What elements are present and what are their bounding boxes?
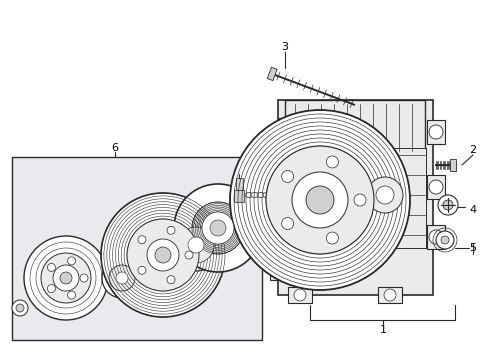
Circle shape <box>102 258 142 298</box>
Circle shape <box>367 177 403 213</box>
Circle shape <box>294 289 306 301</box>
Circle shape <box>272 265 282 275</box>
Circle shape <box>167 276 175 284</box>
Circle shape <box>429 230 443 244</box>
Bar <box>278 100 433 295</box>
Circle shape <box>436 231 454 249</box>
Bar <box>270 200 284 220</box>
Bar <box>427 175 445 199</box>
Circle shape <box>438 195 458 215</box>
Circle shape <box>12 300 28 316</box>
Text: 3: 3 <box>281 42 289 52</box>
Circle shape <box>441 236 449 244</box>
Bar <box>285 100 425 155</box>
Circle shape <box>272 205 282 215</box>
Text: 6: 6 <box>112 143 119 153</box>
Circle shape <box>326 156 339 168</box>
Circle shape <box>48 285 55 293</box>
Ellipse shape <box>263 193 271 198</box>
Bar <box>234 190 244 202</box>
Text: 1: 1 <box>379 325 387 335</box>
Ellipse shape <box>269 193 277 198</box>
Polygon shape <box>267 67 277 81</box>
Text: 5: 5 <box>469 243 476 253</box>
Circle shape <box>282 171 294 183</box>
Circle shape <box>60 272 72 284</box>
Circle shape <box>138 266 146 274</box>
Ellipse shape <box>257 193 265 198</box>
Circle shape <box>80 274 88 282</box>
Bar <box>358 148 426 248</box>
Circle shape <box>16 304 24 312</box>
Circle shape <box>230 110 410 290</box>
Circle shape <box>266 146 374 254</box>
Circle shape <box>292 172 348 228</box>
Circle shape <box>188 237 204 253</box>
Circle shape <box>178 227 214 263</box>
Bar <box>288 287 312 303</box>
Circle shape <box>138 236 146 244</box>
Circle shape <box>116 272 128 284</box>
Circle shape <box>202 212 234 244</box>
Circle shape <box>384 289 396 301</box>
Circle shape <box>48 264 55 271</box>
Circle shape <box>210 220 226 236</box>
Circle shape <box>155 247 171 263</box>
Bar <box>12 157 262 340</box>
Circle shape <box>282 217 294 230</box>
Circle shape <box>443 200 453 210</box>
Circle shape <box>354 194 366 206</box>
Circle shape <box>376 186 394 204</box>
Text: 4: 4 <box>469 205 477 215</box>
Polygon shape <box>450 159 456 171</box>
Ellipse shape <box>251 193 259 198</box>
Bar <box>278 118 296 136</box>
Bar <box>427 120 445 144</box>
Bar <box>378 287 402 303</box>
Circle shape <box>109 265 135 291</box>
Circle shape <box>185 251 193 259</box>
Circle shape <box>174 184 262 272</box>
Circle shape <box>24 236 108 320</box>
Circle shape <box>68 257 75 265</box>
Circle shape <box>429 180 443 194</box>
Circle shape <box>41 253 91 303</box>
Circle shape <box>170 219 222 271</box>
Circle shape <box>53 265 79 291</box>
Circle shape <box>101 193 225 317</box>
Circle shape <box>68 291 75 299</box>
Circle shape <box>167 226 175 234</box>
Circle shape <box>127 219 199 291</box>
Text: 2: 2 <box>469 145 477 155</box>
Bar <box>270 260 284 280</box>
Circle shape <box>306 186 334 214</box>
Circle shape <box>280 120 294 134</box>
Circle shape <box>147 239 179 271</box>
Circle shape <box>326 232 339 244</box>
Circle shape <box>429 125 443 139</box>
Circle shape <box>192 202 244 254</box>
Ellipse shape <box>245 193 253 198</box>
Bar <box>427 225 445 249</box>
Bar <box>236 178 243 190</box>
